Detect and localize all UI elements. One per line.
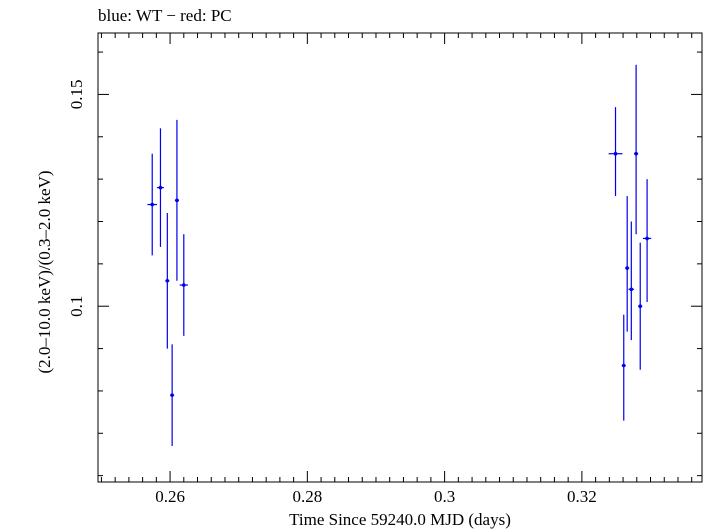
data-point [625,196,630,332]
point-marker [165,278,170,283]
x-tick-label: 0.32 [567,487,597,506]
point-marker [158,185,163,190]
data-point [174,119,179,281]
point-marker [634,151,638,156]
point-marker [150,202,155,207]
y-axis-ticks: 0.1 0.15 [67,51,702,477]
data-point [628,221,635,341]
y-tick-label: 0.15 [67,80,86,110]
point-marker [170,393,174,397]
data-point [165,213,170,349]
y-tick-label: 0.1 [67,296,86,317]
chart-title: blue: WT − red: PC [98,6,232,25]
data-series-wt [147,64,652,446]
data-point [170,344,175,446]
data-point [179,234,188,336]
x-tick-label: 0.26 [155,487,185,506]
data-point [147,153,158,256]
x-tick-label: 0.28 [292,487,322,506]
data-point [642,179,652,302]
data-point [157,128,164,247]
point-marker [175,198,179,203]
data-point [608,107,623,197]
point-marker [621,363,626,368]
point-marker [645,236,649,241]
x-axis-ticks: 0.26 0.28 0.3 0.32 [100,33,693,506]
data-point [634,64,639,235]
y-axis-label: (2.0–10.0 keV)/(0.3–2.0 keV) [35,170,54,374]
data-point [638,242,643,370]
data-point [621,314,626,421]
point-marker [181,283,186,287]
x-tick-label: 0.3 [434,487,455,506]
plot-frame [97,32,703,483]
x-axis-label: Time Since 59240.0 MJD (days) [289,510,511,529]
point-marker [638,304,643,309]
point-marker [629,287,634,292]
point-marker [613,151,618,156]
point-marker [625,266,629,270]
